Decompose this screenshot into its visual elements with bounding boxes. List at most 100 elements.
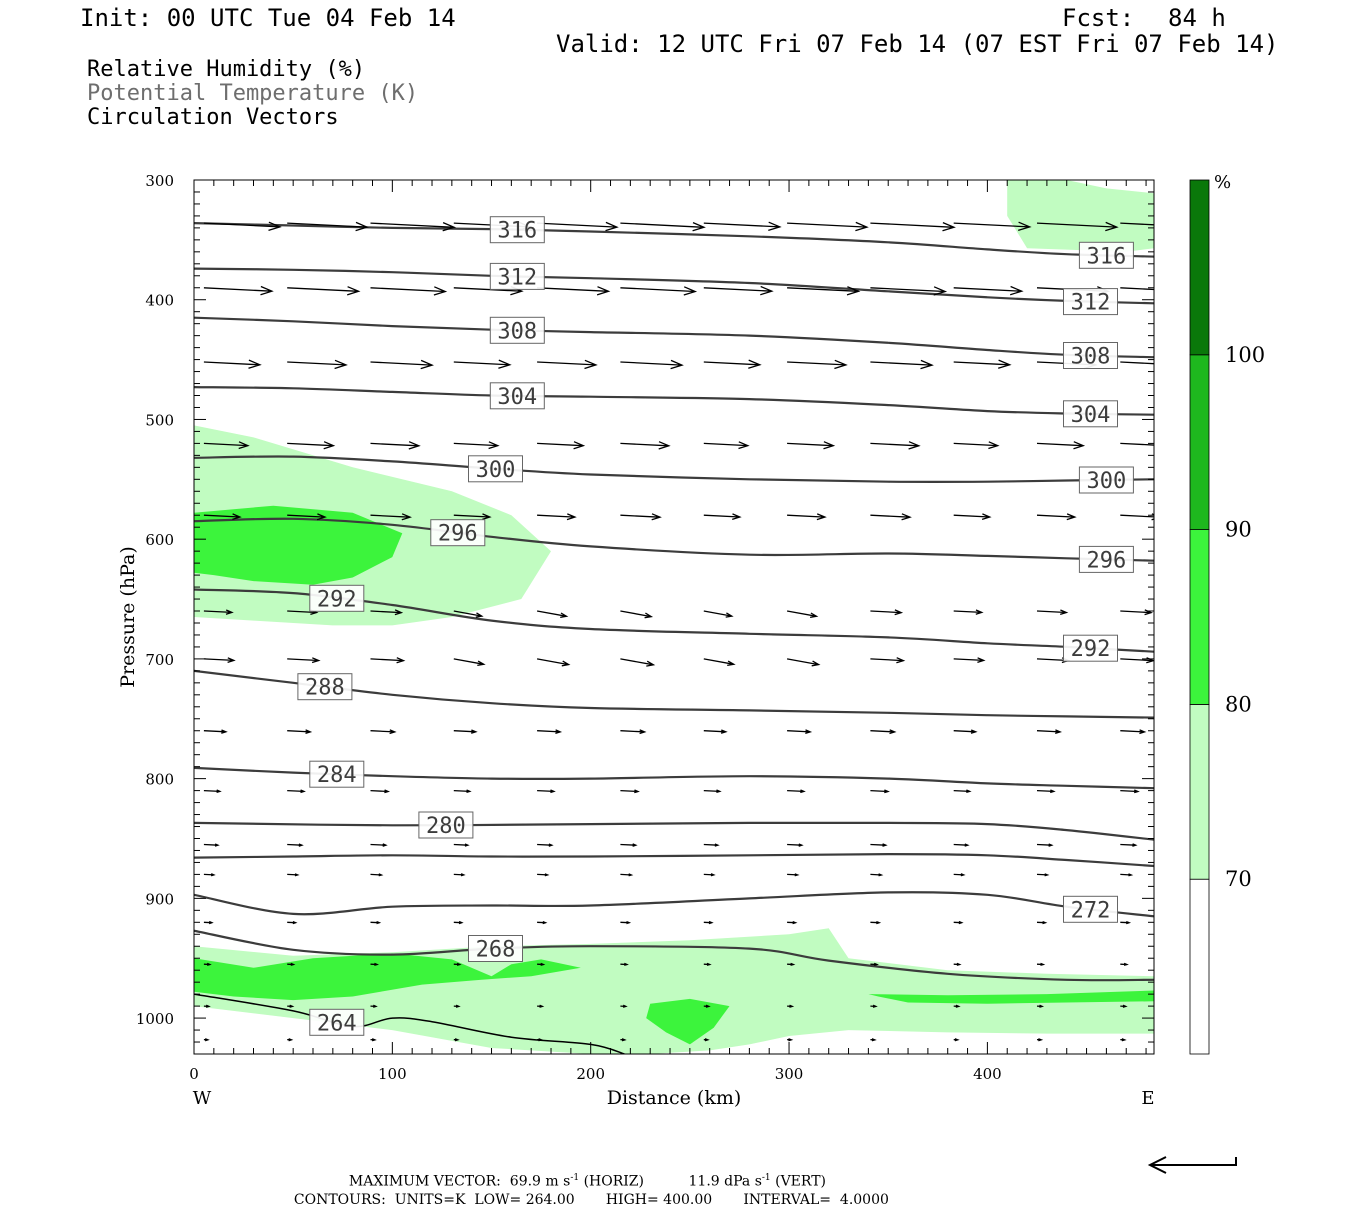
vector-arrow-31 xyxy=(787,359,848,370)
vector-arrow-129 xyxy=(953,873,966,877)
y-tick-label: 700 xyxy=(145,651,174,669)
vector-arrow-160 xyxy=(537,1004,545,1008)
vector-arrow-63 xyxy=(453,610,484,618)
contour-labels: 264 268 272 280 284 288 292 292 296 296 300 300 304 3… xyxy=(297,216,1134,1036)
contour-label-text: 296 xyxy=(1087,548,1127,573)
legend-circulation-vectors: Circulation Vectors xyxy=(87,105,339,130)
contour-label-308-1: 308 xyxy=(1063,342,1118,370)
contour-label-text: 280 xyxy=(426,814,466,839)
vector-arrow-4 xyxy=(537,221,619,232)
vector-arrow-9 xyxy=(953,221,1032,232)
contours-label: CONTOURS: xyxy=(293,1192,386,1208)
vector-arrow-88 xyxy=(537,729,563,735)
vector-arrow-175 xyxy=(787,1038,794,1042)
vector-arrow-104 xyxy=(870,789,890,794)
valid-time: Valid: 12 UTC Fri 07 Feb 14 (07 EST Fri … xyxy=(556,30,1279,58)
vector-arrow-163 xyxy=(787,1004,795,1008)
vector-arrow-26 xyxy=(370,359,434,370)
legend-relative-humidity: Relative Humidity (%) xyxy=(87,57,366,82)
vector-arrow-131 xyxy=(1120,873,1134,877)
vector-arrow-27 xyxy=(453,359,512,369)
vector-arrow-167 xyxy=(1120,1004,1128,1008)
x-tick-label: 200 xyxy=(576,1065,605,1083)
contour-label-312-1: 312 xyxy=(1063,288,1118,316)
vector-arrow-110 xyxy=(370,843,388,847)
contours-low-value: 264.00 xyxy=(525,1192,575,1208)
contour-label-264-0: 264 xyxy=(309,1008,365,1036)
vector-arrow-94 xyxy=(1036,729,1062,735)
vector-arrow-103 xyxy=(787,789,806,794)
y-tick-label: 300 xyxy=(145,172,174,190)
vector-arrow-172 xyxy=(537,1038,544,1042)
isentrope-272 xyxy=(194,891,1154,918)
vector-arrow-137 xyxy=(620,920,632,925)
rh-region-1 xyxy=(194,505,403,585)
axes: 300 400 500 600 700 800 900 1000 0 100 200 300 400 W E… xyxy=(117,172,1155,1109)
vert-exponent: -1 xyxy=(761,1173,771,1183)
vector-arrow-153 xyxy=(953,962,962,967)
vector-arrow-109 xyxy=(287,843,304,847)
contour-label-text: 312 xyxy=(1071,291,1111,316)
vector-arrow-21 xyxy=(953,285,1024,296)
vector-arrow-168 xyxy=(203,1038,210,1042)
rh-region-6 xyxy=(868,990,1154,1004)
vector-arrow-106 xyxy=(1036,789,1056,794)
vector-arrow-10 xyxy=(1036,221,1119,232)
vector-arrow-171 xyxy=(453,1038,460,1042)
vector-arrow-60 xyxy=(203,609,234,615)
colorbar-segment-0 xyxy=(1189,878,1210,1055)
vector-arrow-84 xyxy=(203,729,228,734)
contour-label-284-0: 284 xyxy=(309,760,365,788)
vector-arrow-158 xyxy=(370,1004,378,1008)
max-vector-vert: 11.9 dPa s xyxy=(688,1173,762,1190)
vector-arrow-80 xyxy=(870,657,906,664)
contours-high: HIGH= xyxy=(605,1192,659,1208)
contour-label-text: 300 xyxy=(1087,469,1127,494)
vector-arrow-96 xyxy=(203,789,222,794)
contour-label-text: 284 xyxy=(317,763,357,788)
vector-arrow-0 xyxy=(203,221,282,232)
isentrope-264 xyxy=(194,993,625,1054)
vector-arrow-126 xyxy=(703,873,716,877)
vector-arrow-1 xyxy=(287,221,369,232)
isentrope-316 xyxy=(194,222,1154,258)
vector-arrow-28 xyxy=(537,359,598,370)
isentrope-268 xyxy=(194,929,1154,982)
colorbar-segment-2 xyxy=(1189,529,1210,705)
vector-arrow-120 xyxy=(203,873,216,877)
vector-arrow-29 xyxy=(620,359,684,370)
vector-arrow-145 xyxy=(287,962,296,967)
reference-vector-arrow-icon xyxy=(1147,1156,1237,1174)
vector-arrow-174 xyxy=(703,1038,710,1042)
vector-arrow-2 xyxy=(370,222,456,232)
vector-arrow-92 xyxy=(870,729,897,735)
colorbar-level-label: 100 xyxy=(1225,343,1265,367)
vector-arrow-18 xyxy=(703,285,774,296)
forecast-hour: 84 h xyxy=(1168,4,1226,32)
vector-arrow-138 xyxy=(703,920,714,925)
vector-arrow-91 xyxy=(787,729,813,735)
footer-max-vector: MAXIMUM VECTOR: 69.9 m s-1 (HORIZ) 11.9 … xyxy=(340,1157,826,1190)
vector-arrow-52 xyxy=(537,513,577,521)
vector-arrow-69 xyxy=(953,609,984,615)
forecast-label: Fcst: xyxy=(1062,4,1135,32)
vector-arrow-108 xyxy=(203,843,220,847)
contour-label-text: 308 xyxy=(497,319,537,344)
east-label: E xyxy=(1141,1088,1154,1109)
vector-arrow-77 xyxy=(620,658,656,667)
vector-arrow-64 xyxy=(536,610,569,619)
vector-arrow-53 xyxy=(620,513,662,521)
contour-label-text: 304 xyxy=(1071,403,1111,428)
vector-arrow-32 xyxy=(870,359,934,370)
vector-arrow-119 xyxy=(1120,843,1138,847)
colorbar-unit: % xyxy=(1214,172,1231,193)
vector-arrow-179 xyxy=(1120,1038,1127,1042)
vector-arrow-46 xyxy=(1036,441,1086,450)
contour-label-280-0: 280 xyxy=(418,811,474,839)
vector-arrow-151 xyxy=(787,962,796,967)
vector-arrow-33 xyxy=(953,359,1012,369)
vector-arrow-178 xyxy=(1036,1038,1044,1042)
vector-arrow-112 xyxy=(537,843,554,847)
horiz-exponent: -1 xyxy=(570,1173,580,1183)
vector-arrow-156 xyxy=(203,1004,211,1008)
